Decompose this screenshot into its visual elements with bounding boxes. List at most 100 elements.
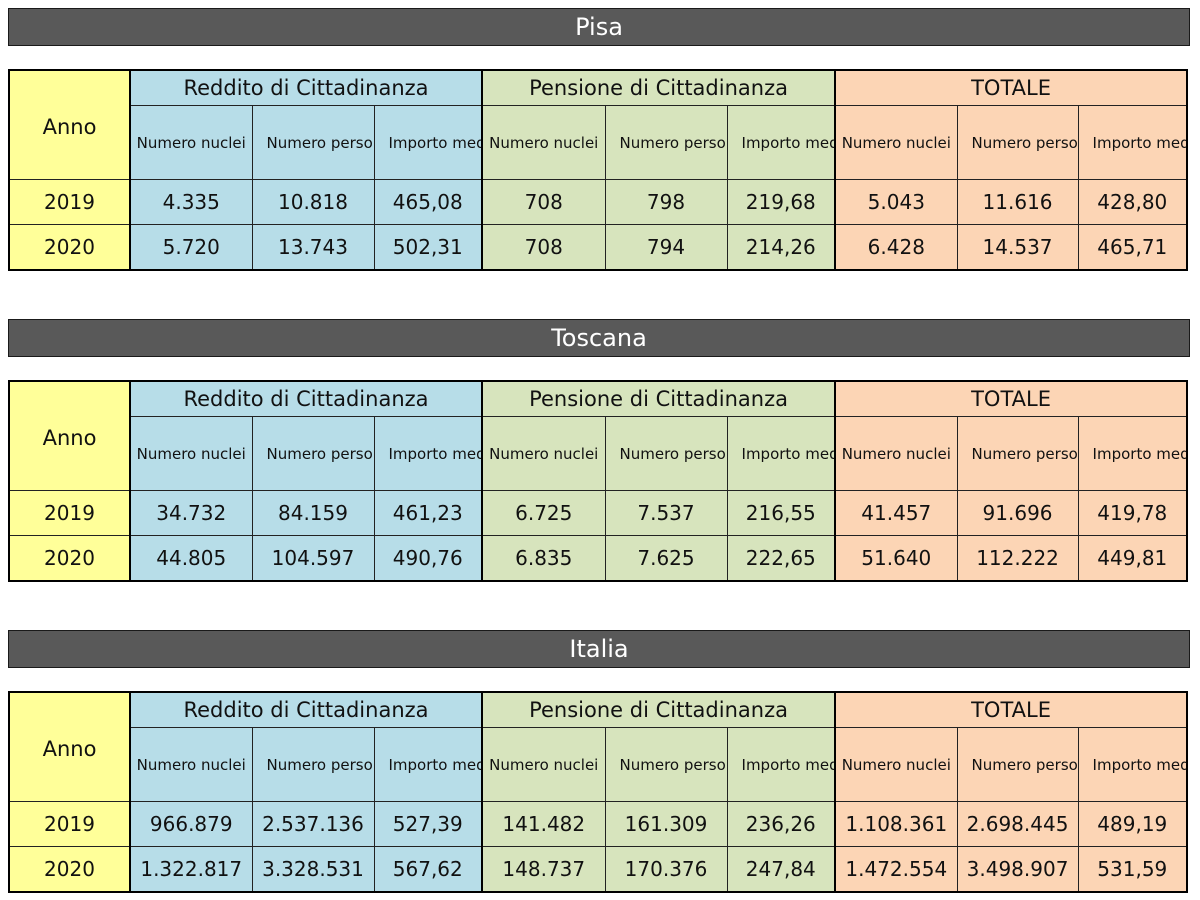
sub-header-totale-numero-persone: Numero persone coinvolte (956, 727, 1079, 802)
sub-header-pensione-numero-nuclei: Numero nuclei (481, 416, 606, 491)
value-cell-pensione-numero-nuclei: 141.482 (481, 801, 606, 847)
value-cell-reddito-numero-nuclei: 44.805 (129, 535, 253, 582)
sub-header-totale-importo-medio: Importo medio mensile (1077, 105, 1188, 180)
year-cell: 2020 (8, 846, 131, 893)
value-cell-totale-importo-medio: 419,78 (1077, 490, 1188, 536)
group-header-pensione: Pensione di Cittadinanza (481, 69, 836, 106)
group-header-reddito: Reddito di Cittadinanza (128, 691, 483, 728)
sub-header-totale-numero-persone: Numero persone coinvolte (956, 105, 1079, 180)
data-table: Anno Reddito di Cittadinanza Pensione di C… (8, 691, 1189, 893)
group-header-totale: TOTALE (834, 69, 1188, 106)
sub-header-pensione-numero-persone: Numero persone coinvolte (604, 105, 728, 180)
sub-header-pensione-importo-medio: Importo medio mensile (726, 105, 836, 180)
value-cell-pensione-importo-medio: 219,68 (726, 179, 836, 225)
value-cell-reddito-numero-persone: 2.537.136 (251, 801, 375, 847)
table-row: 2020 5.720 13.743 502,31 708 794 214,26 6.428 14… (8, 224, 1188, 271)
year-header: Anno (8, 380, 131, 491)
value-cell-totale-numero-persone: 14.537 (956, 224, 1079, 271)
value-cell-reddito-numero-persone: 104.597 (251, 535, 375, 582)
table-row: 2019 966.879 2.537.136 527,39 141.482 161.309… (8, 801, 1188, 847)
group-header-reddito: Reddito di Cittadinanza (128, 380, 483, 417)
value-cell-totale-numero-persone: 112.222 (956, 535, 1079, 582)
value-cell-totale-numero-persone: 91.696 (956, 490, 1079, 536)
group-header-row: Anno Reddito di Cittadinanza Pensione di C… (8, 691, 1188, 802)
year-cell: 2019 (8, 801, 131, 847)
group-header-row: Anno Reddito di Cittadinanza Pensione di C… (8, 69, 1188, 180)
value-cell-totale-numero-nuclei: 5.043 (834, 179, 958, 225)
year-cell: 2020 (8, 535, 131, 582)
value-cell-totale-numero-nuclei: 6.428 (834, 224, 958, 271)
group-header-totale: TOTALE (834, 691, 1188, 728)
value-cell-reddito-numero-nuclei: 4.335 (129, 179, 253, 225)
sub-header-totale-numero-nuclei: Numero nuclei (834, 105, 958, 180)
value-cell-pensione-numero-persone: 794 (604, 224, 728, 271)
value-cell-pensione-numero-nuclei: 6.835 (481, 535, 606, 582)
group-header-row: Anno Reddito di Cittadinanza Pensione di C… (8, 380, 1188, 491)
sub-header-reddito-numero-nuclei: Numero nuclei (129, 416, 253, 491)
sub-header-reddito-importo-medio: Importo medio mensile (373, 416, 483, 491)
value-cell-pensione-importo-medio: 214,26 (726, 224, 836, 271)
sub-header-reddito-numero-nuclei: Numero nuclei (129, 727, 253, 802)
value-cell-totale-numero-persone: 3.498.907 (956, 846, 1079, 893)
sub-header-reddito-numero-persone: Numero persone coinvolte (251, 105, 375, 180)
table-row: 2020 44.805 104.597 490,76 6.835 7.625 222,65 5… (8, 535, 1188, 582)
region-title: Toscana (8, 319, 1190, 357)
value-cell-pensione-numero-nuclei: 708 (481, 179, 606, 225)
value-cell-totale-importo-medio: 449,81 (1077, 535, 1188, 582)
value-cell-totale-numero-nuclei: 1.108.361 (834, 801, 958, 847)
table-row: 2020 1.322.817 3.328.531 567,62 148.737 170.3… (8, 846, 1188, 893)
sub-header-pensione-numero-persone: Numero persone coinvolte (604, 416, 728, 491)
data-table: Anno Reddito di Cittadinanza Pensione di C… (8, 69, 1189, 271)
sub-header-pensione-numero-nuclei: Numero nuclei (481, 105, 606, 180)
value-cell-totale-numero-nuclei: 1.472.554 (834, 846, 958, 893)
value-cell-reddito-numero-nuclei: 34.732 (129, 490, 253, 536)
region-section-toscana: Toscana Anno Reddito di Cittadinanza Pensio… (8, 319, 1190, 589)
value-cell-reddito-importo-medio: 465,08 (373, 179, 483, 225)
value-cell-reddito-importo-medio: 461,23 (373, 490, 483, 536)
value-cell-reddito-numero-nuclei: 1.322.817 (129, 846, 253, 893)
sub-header-totale-importo-medio: Importo medio mensile (1077, 727, 1188, 802)
region-section-pisa: Pisa Anno Reddito di Cittadinanza Pensione … (8, 8, 1190, 278)
year-cell: 2019 (8, 179, 131, 225)
sub-header-reddito-importo-medio: Importo medio mensile (373, 105, 483, 180)
value-cell-pensione-importo-medio: 216,55 (726, 490, 836, 536)
value-cell-pensione-importo-medio: 236,26 (726, 801, 836, 847)
year-header: Anno (8, 69, 131, 180)
value-cell-pensione-importo-medio: 247,84 (726, 846, 836, 893)
value-cell-totale-importo-medio: 531,59 (1077, 846, 1188, 893)
table-row: 2019 4.335 10.818 465,08 708 798 219,68 5.043 11… (8, 179, 1188, 225)
group-header-reddito: Reddito di Cittadinanza (128, 69, 483, 106)
value-cell-reddito-numero-persone: 3.328.531 (251, 846, 375, 893)
sub-header-reddito-importo-medio: Importo medio mensile (373, 727, 483, 802)
value-cell-pensione-numero-persone: 798 (604, 179, 728, 225)
value-cell-pensione-numero-persone: 161.309 (604, 801, 728, 847)
sub-header-pensione-numero-persone: Numero persone coinvolte (604, 727, 728, 802)
sub-header-reddito-numero-persone: Numero persone coinvolte (251, 416, 375, 491)
group-header-pensione: Pensione di Cittadinanza (481, 380, 836, 417)
value-cell-reddito-importo-medio: 502,31 (373, 224, 483, 271)
sub-header-pensione-numero-nuclei: Numero nuclei (481, 727, 606, 802)
value-cell-totale-importo-medio: 428,80 (1077, 179, 1188, 225)
value-cell-totale-numero-persone: 2.698.445 (956, 801, 1079, 847)
sub-header-totale-numero-persone: Numero persone coinvolte (956, 416, 1079, 491)
sub-header-totale-importo-medio: Importo medio mensile (1077, 416, 1188, 491)
group-header-pensione: Pensione di Cittadinanza (481, 691, 836, 728)
sub-header-reddito-numero-persone: Numero persone coinvolte (251, 727, 375, 802)
value-cell-reddito-numero-persone: 84.159 (251, 490, 375, 536)
value-cell-pensione-numero-persone: 170.376 (604, 846, 728, 893)
region-section-italia: Italia Anno Reddito di Cittadinanza Pension… (8, 630, 1190, 900)
value-cell-pensione-numero-persone: 7.537 (604, 490, 728, 536)
value-cell-pensione-importo-medio: 222,65 (726, 535, 836, 582)
table-row: 2019 34.732 84.159 461,23 6.725 7.537 216,55 41… (8, 490, 1188, 536)
region-title: Italia (8, 630, 1190, 668)
year-header: Anno (8, 691, 131, 802)
value-cell-pensione-numero-persone: 7.625 (604, 535, 728, 582)
value-cell-reddito-numero-persone: 10.818 (251, 179, 375, 225)
sub-header-reddito-numero-nuclei: Numero nuclei (129, 105, 253, 180)
value-cell-pensione-numero-nuclei: 708 (481, 224, 606, 271)
sub-header-pensione-importo-medio: Importo medio mensile (726, 727, 836, 802)
value-cell-reddito-importo-medio: 567,62 (373, 846, 483, 893)
